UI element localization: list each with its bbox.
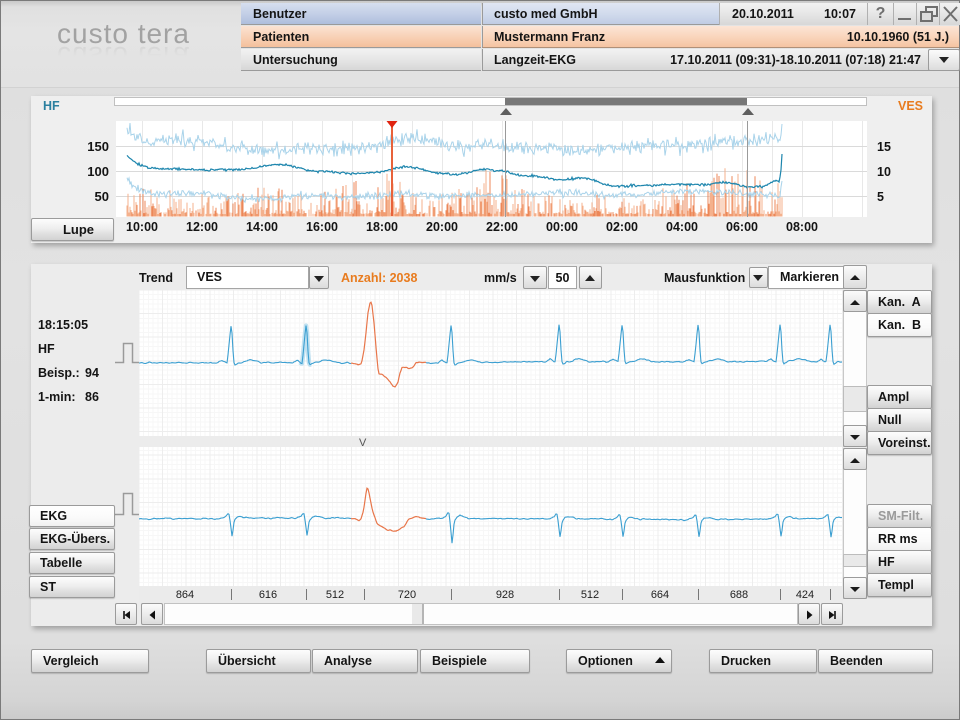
svg-text:V: V [359,437,367,449]
